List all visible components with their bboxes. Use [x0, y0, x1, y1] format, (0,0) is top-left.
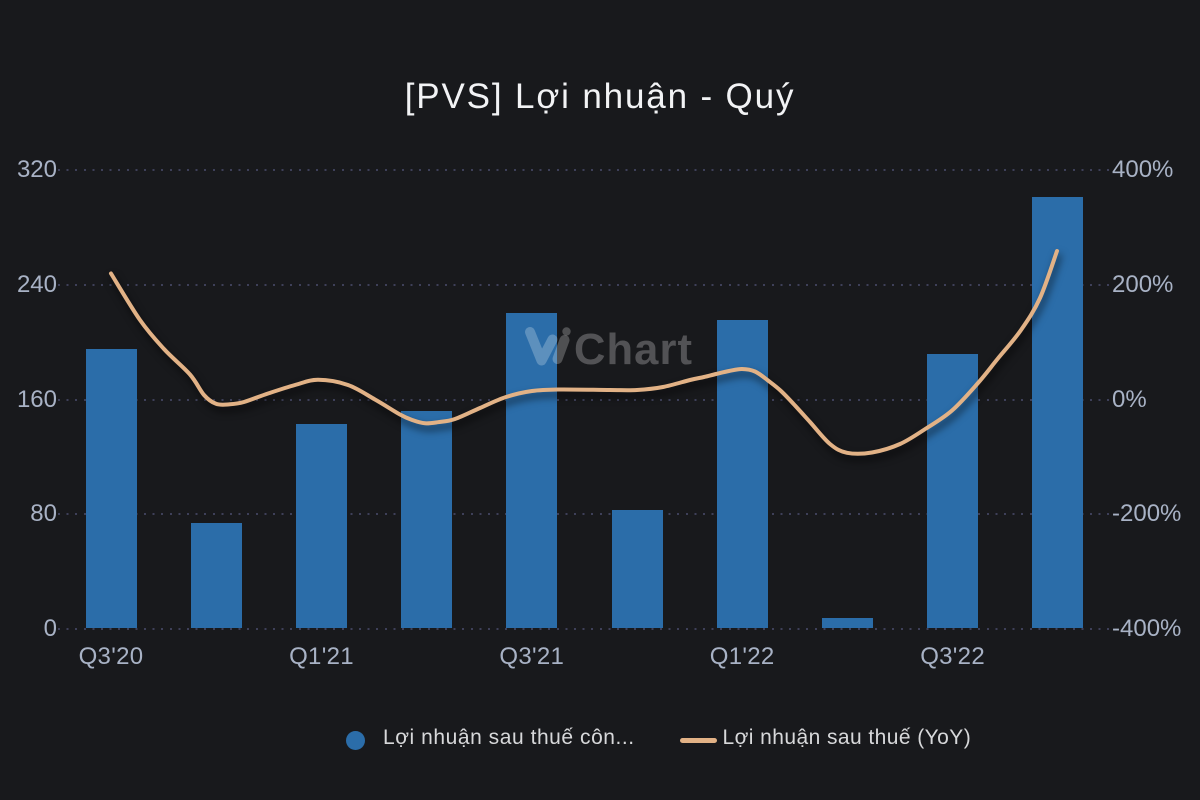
svg-text:Chart: Chart: [574, 326, 693, 374]
